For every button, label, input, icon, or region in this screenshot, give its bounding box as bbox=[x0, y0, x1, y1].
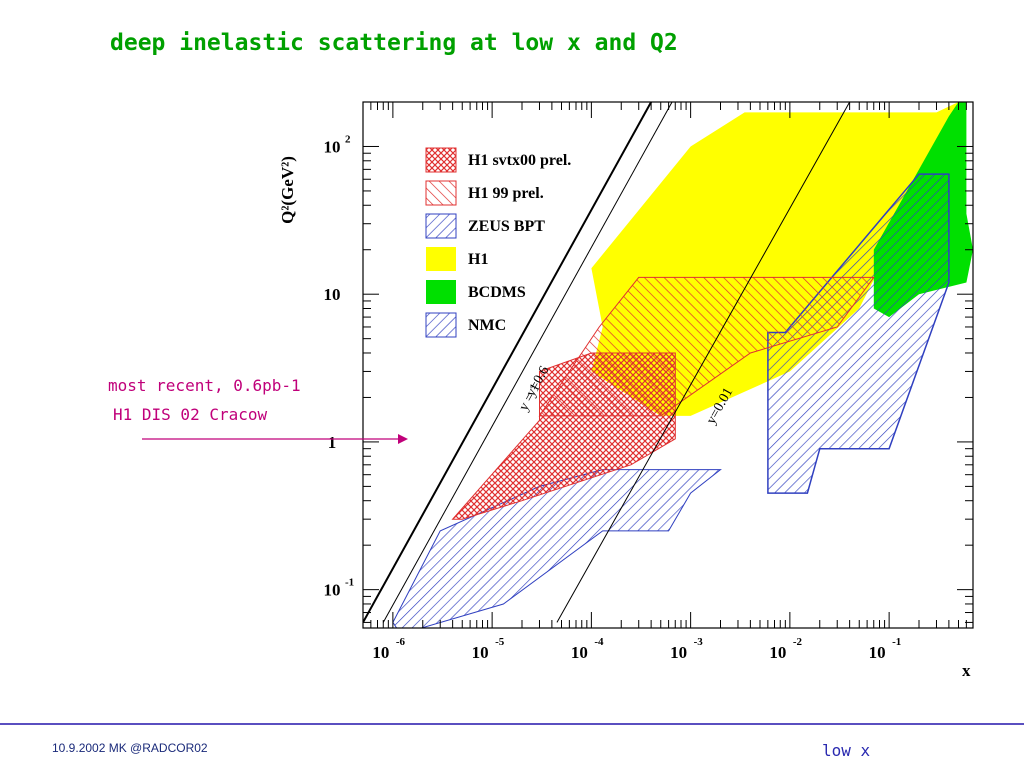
x-tick-exponent: -4 bbox=[594, 636, 604, 648]
legend-label: BCDMS bbox=[468, 284, 526, 301]
y-tick-exponent: 2 bbox=[345, 133, 351, 145]
area-h1-svtx00-prel- bbox=[451, 352, 676, 520]
x-tick-label: 10 bbox=[571, 643, 588, 662]
y-tick-exponent: -1 bbox=[345, 577, 354, 589]
plot-frame bbox=[362, 101, 974, 629]
x-tick-label: 10 bbox=[472, 643, 489, 662]
area-zeus-bpt bbox=[392, 469, 722, 628]
x-tick-label: 10 bbox=[372, 643, 389, 662]
legend-label: H1 svtx00 prel. bbox=[468, 152, 571, 169]
y-tick-label: 10 bbox=[324, 137, 341, 156]
x-tick-label: 10 bbox=[869, 643, 886, 662]
legend-swatch bbox=[425, 312, 457, 338]
kinematic-line bbox=[556, 102, 851, 623]
kinematic-line bbox=[363, 102, 653, 623]
x-tick-exponent: -2 bbox=[793, 636, 803, 648]
kinematic-line bbox=[382, 102, 673, 623]
legend-swatch bbox=[425, 213, 457, 239]
y-axis-label: Q²(GeV²) bbox=[278, 156, 297, 224]
y-tick-label: 1 bbox=[328, 433, 337, 452]
legend-label: H1 99 prel. bbox=[468, 185, 544, 202]
x-tick-exponent: -6 bbox=[396, 636, 406, 648]
legend-swatch bbox=[426, 247, 456, 271]
x-tick-exponent: -3 bbox=[694, 636, 704, 648]
annotation-line-1: most recent, 0.6pb-1 bbox=[108, 376, 301, 395]
y-tick-label: 10 bbox=[324, 581, 341, 600]
footer-left-text: 10.9.2002 MK @RADCOR02 bbox=[52, 741, 208, 755]
y-tick-label: 10 bbox=[324, 285, 341, 304]
footer-divider bbox=[0, 723, 1024, 725]
slide-title: deep inelastic scattering at low x and Q… bbox=[110, 30, 678, 56]
x-axis-label: x bbox=[962, 661, 971, 680]
kinematic-plane-chart: y = 1y=0.6y=0.01 10-610-510-410-310-210-… bbox=[278, 101, 974, 680]
x-tick-exponent: -1 bbox=[892, 636, 901, 648]
legend-label: ZEUS BPT bbox=[468, 218, 545, 235]
x-tick-label: 10 bbox=[670, 643, 687, 662]
annotation-line-2: H1 DIS 02 Cracow bbox=[113, 405, 268, 424]
x-tick-exponent: -5 bbox=[495, 636, 505, 648]
x-tick-label: 10 bbox=[769, 643, 786, 662]
footer-right-text: low x bbox=[822, 741, 871, 760]
legend-swatch bbox=[426, 280, 456, 304]
legend-swatch bbox=[425, 180, 457, 206]
legend-label: H1 bbox=[468, 251, 488, 268]
legend-label: NMC bbox=[468, 317, 506, 334]
legend-swatch bbox=[425, 147, 457, 173]
